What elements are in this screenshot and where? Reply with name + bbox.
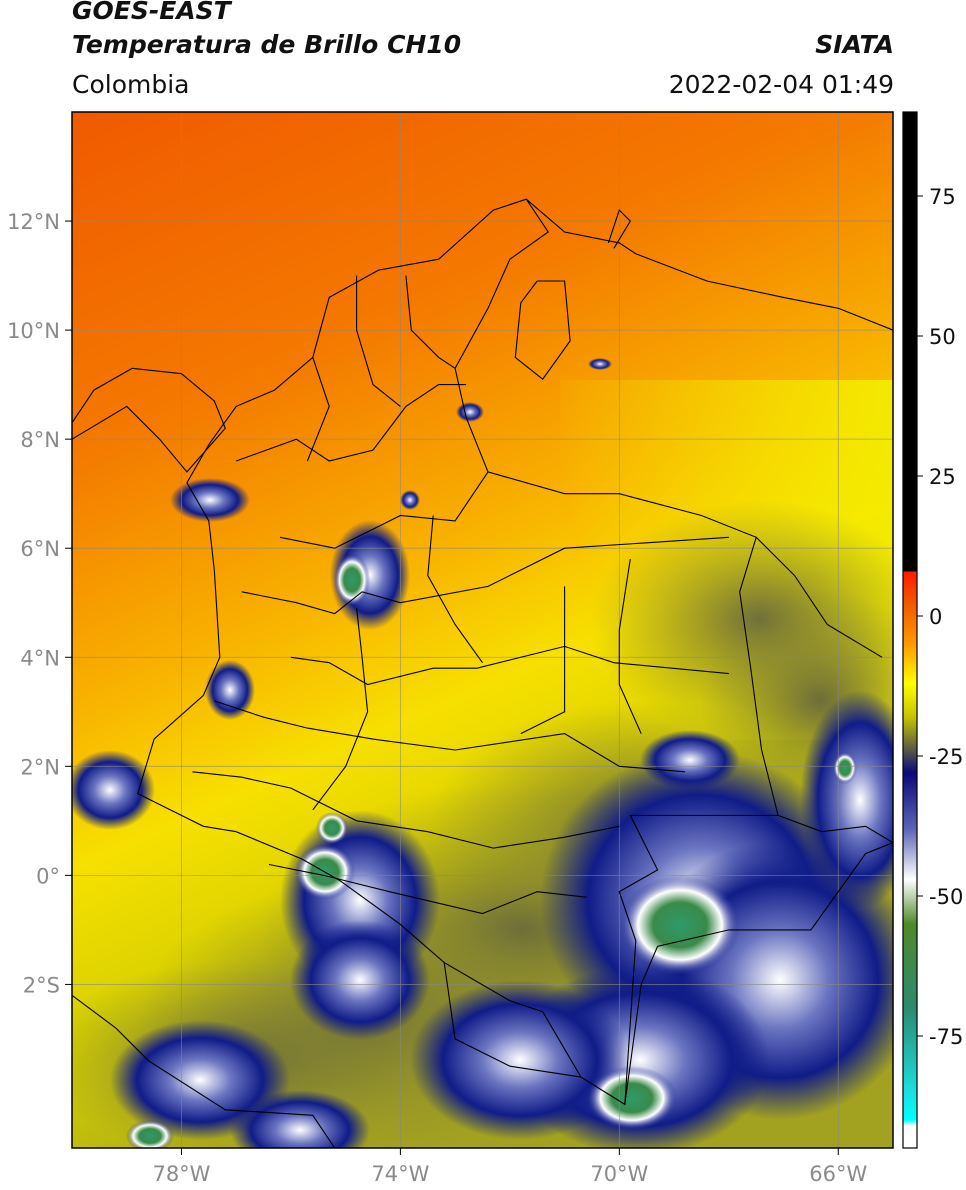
colorbar-tick-label: -50 [929,885,963,909]
cold-cloud-top [456,402,484,422]
border-line [306,357,330,462]
country-borders [71,198,894,1149]
lat-tick-label: 8°N [20,428,60,452]
lon-tick-label: 78°W [152,1162,210,1186]
lon-tick-label: 74°W [371,1162,429,1186]
cold-cloud-top [72,750,155,830]
region-label: Colombia [72,70,190,99]
colorbar-scale [903,112,917,1148]
border-line [241,536,729,615]
coldest-cloud-core [587,1066,677,1130]
border-line [618,559,642,734]
lat-tick-label: 10°N [7,319,60,343]
border-line [427,515,483,664]
border-line [290,645,729,686]
colorbar-tick-label: 75 [929,185,956,209]
border-line [777,814,894,844]
colorbar-tick-label: 0 [929,605,942,629]
cold-cloud-top [588,358,612,370]
border-line [443,962,582,1078]
border-line [279,471,489,549]
border-line [356,275,401,407]
lat-tick-label: 2°S [23,973,60,997]
datetime-label: 2022-02-04 01:49 [668,70,894,99]
lat-tick-label: 2°N [20,755,60,779]
border-line [312,608,369,811]
border-line [520,586,566,735]
colorbar-frame [902,111,918,1149]
border-line [71,994,336,1149]
colorbar-tick-label: 50 [929,325,956,349]
lat-tick-label: 12°N [7,210,60,234]
map-frame [71,111,894,1149]
border-line [405,275,456,369]
border-line [514,280,571,380]
colorbar-ticks: 75 50 25 0 -25 -50 -75 [917,185,963,1049]
colorbar-tick-label: 25 [929,465,956,489]
coldest-cloud-core [316,812,348,844]
cold-cloud-top [640,730,740,790]
coldest-cloud-core [334,554,370,606]
border-line [268,863,587,915]
colorbar: 75 50 25 0 -25 -50 -75 [902,111,963,1149]
colorbar-tick-label: -25 [929,745,963,769]
colorbar-tick-label: -75 [929,1025,963,1049]
border-line [607,209,631,249]
lon-tick-label: 66°W [809,1162,867,1186]
border-line [214,700,686,773]
longitude-ticks: 78°W 74°W 70°W 66°W [152,1148,867,1186]
border-line [192,771,620,849]
lon-tick-label: 70°W [590,1162,648,1186]
border-line [755,536,883,658]
cold-cloud-top [800,690,893,910]
title-line-1: GOES-EAST [72,0,231,25]
cold-cloud-top [230,1090,370,1148]
latitude-ticks: 12°N 10°N 8°N 6°N 4°N 2°N 0° 2°S [7,210,72,997]
lat-tick-label: 6°N [20,537,60,561]
lat-tick-label: 0° [36,864,60,888]
coldest-cloud-core [126,1120,174,1148]
cold-cloud-top [205,660,255,720]
border-line [71,367,226,473]
coldest-cloud-core [833,752,857,784]
source-label: SIATA [815,30,894,59]
border-line [236,384,467,462]
title-line-2: Temperatura de Brillo CH10 [72,30,462,59]
cold-cloud-top [410,980,630,1140]
lat-tick-label: 4°N [20,646,60,670]
border-line [525,198,894,331]
cold-cloud-top [170,478,250,522]
border-line [624,842,894,1105]
cold-cloud-top [400,490,420,510]
cold-cloud-top [290,920,430,1040]
coldest-cloud-core [620,875,740,975]
